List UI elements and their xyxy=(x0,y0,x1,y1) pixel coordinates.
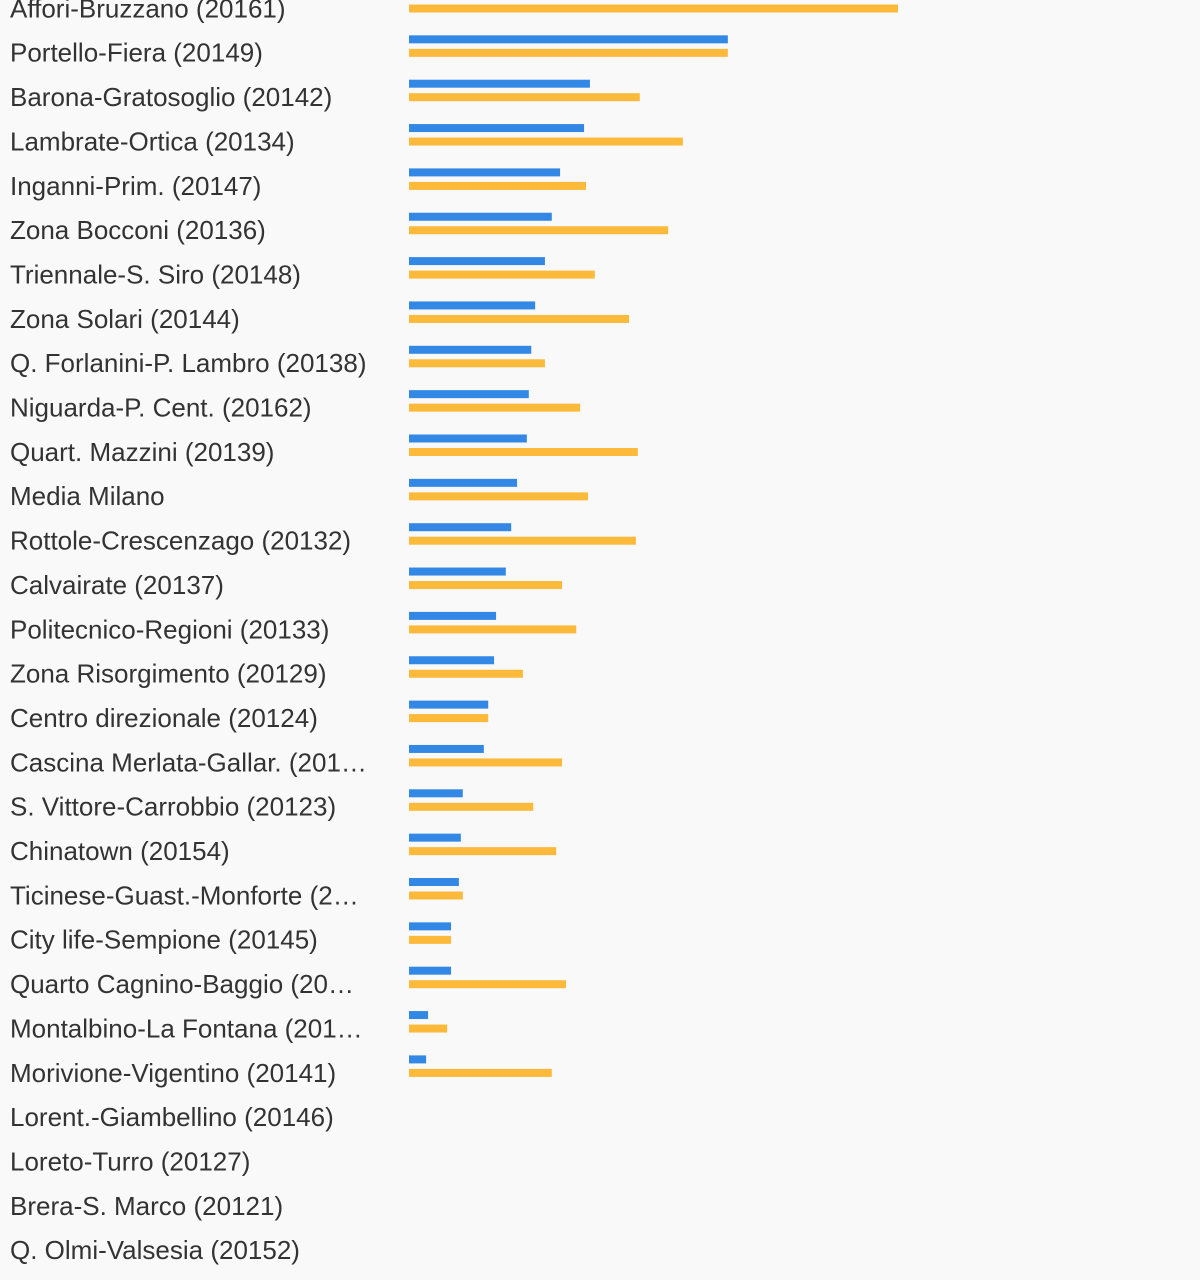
category-label: Zona Solari (20144) xyxy=(10,304,240,334)
bar-series-2 xyxy=(409,314,630,323)
bar-series-2 xyxy=(409,93,640,102)
category-label: Loreto-Turro (20127) xyxy=(10,1146,250,1176)
category-label: City life-Sempione (20145) xyxy=(10,925,318,955)
category-label: Portello-Fiera (20149) xyxy=(10,38,263,68)
category-label: Affori-Bruzzano (20161) xyxy=(10,0,286,23)
category-label: Brera-S. Marco (20121) xyxy=(10,1191,283,1221)
bar-series-1 xyxy=(409,567,506,576)
category-label: Cascina Merlata-Gallar. (201… xyxy=(10,747,367,777)
category-label: Lambrate-Ortica (20134) xyxy=(10,126,295,156)
bar-series-1 xyxy=(409,79,590,88)
bar-series-1 xyxy=(409,966,452,975)
bar-series-2 xyxy=(409,270,595,279)
bar-series-1 xyxy=(409,35,728,44)
category-label: Triennale-S. Siro (20148) xyxy=(10,259,301,289)
bar-series-1 xyxy=(409,345,532,354)
bar-series-1 xyxy=(409,168,561,177)
bar-series-1 xyxy=(409,301,536,310)
category-label: Niguarda-P. Cent. (20162) xyxy=(10,393,312,423)
bar-series-2 xyxy=(409,935,452,944)
bar-series-2 xyxy=(409,48,728,57)
category-label: S. Vittore-Carrobbio (20123) xyxy=(10,792,336,822)
category-label: Quarto Cagnino-Baggio (20… xyxy=(10,969,354,999)
category-label: Zona Bocconi (20136) xyxy=(10,215,266,245)
bar-series-1 xyxy=(409,878,459,886)
bar-series-2 xyxy=(409,226,669,235)
bar-series-2 xyxy=(409,536,636,545)
category-label: Inganni-Prim. (20147) xyxy=(10,171,261,201)
category-label: Calvairate (20137) xyxy=(10,570,224,600)
category-label: Zona Risorgimento (20129) xyxy=(10,659,327,689)
bar-series-2 xyxy=(409,448,638,456)
bar-series-2 xyxy=(409,1024,448,1033)
category-label: Q. Olmi-Valsesia (20152) xyxy=(10,1235,300,1265)
bar-series-1 xyxy=(409,744,484,753)
bar-series-1 xyxy=(409,789,463,798)
bars xyxy=(409,4,898,1077)
bar-series-2 xyxy=(409,181,587,190)
bar-series-1 xyxy=(409,1011,429,1020)
bar-series-1 xyxy=(409,611,497,620)
bar-series-2 xyxy=(409,581,563,590)
bar-series-1 xyxy=(409,1055,427,1064)
category-label: Media Milano xyxy=(10,481,165,511)
bar-series-1 xyxy=(409,523,512,532)
category-label: Chinatown (20154) xyxy=(10,836,230,866)
bar-series-1 xyxy=(409,700,489,709)
bar-series-2 xyxy=(409,802,534,811)
bar-series-2 xyxy=(409,669,523,678)
bar-series-1 xyxy=(409,212,552,221)
bar-series-1 xyxy=(409,257,545,266)
category-labels: Affori-Bruzzano (20161) Portello-Fiera (2… xyxy=(10,0,367,1265)
bar-series-1 xyxy=(409,390,529,399)
bar-series-2 xyxy=(409,492,588,501)
bar-series-2 xyxy=(409,847,557,856)
bar-series-1 xyxy=(409,434,527,443)
bar-series-1 xyxy=(409,656,495,665)
bar-series-2 xyxy=(409,137,683,146)
bar-series-2 xyxy=(409,625,577,634)
bar-series-1 xyxy=(409,922,452,931)
bar-series-2 xyxy=(409,891,463,900)
category-label: Morivione-Vigentino (20141) xyxy=(10,1058,336,1088)
bar-series-1 xyxy=(409,124,585,133)
category-label: Barona-Gratosoglio (20142) xyxy=(10,82,332,112)
category-label: Centro direzionale (20124) xyxy=(10,703,318,733)
bar-series-2 xyxy=(409,758,563,767)
bar-series-1 xyxy=(409,478,518,487)
bar-series-2 xyxy=(409,403,581,412)
category-label: Q. Forlanini-P. Lambro (20138) xyxy=(10,348,366,378)
category-label: Ticinese-Guast.-Monforte (2… xyxy=(10,880,359,910)
bar-series-2 xyxy=(409,1068,552,1077)
category-label: Montalbino-La Fontana (201… xyxy=(10,1013,363,1043)
category-label: Quart. Mazzini (20139) xyxy=(10,437,274,467)
bar-series-2 xyxy=(409,4,898,13)
bar-series-2 xyxy=(409,714,489,723)
bar-series-1 xyxy=(409,833,461,842)
bar-series-2 xyxy=(409,980,566,989)
category-label: Lorent.-Giambellino (20146) xyxy=(10,1102,334,1132)
category-label: Rottole-Crescenzago (20132) xyxy=(10,526,351,556)
bar-series-2 xyxy=(409,359,545,368)
category-label: Politecnico-Regioni (20133) xyxy=(10,614,329,644)
